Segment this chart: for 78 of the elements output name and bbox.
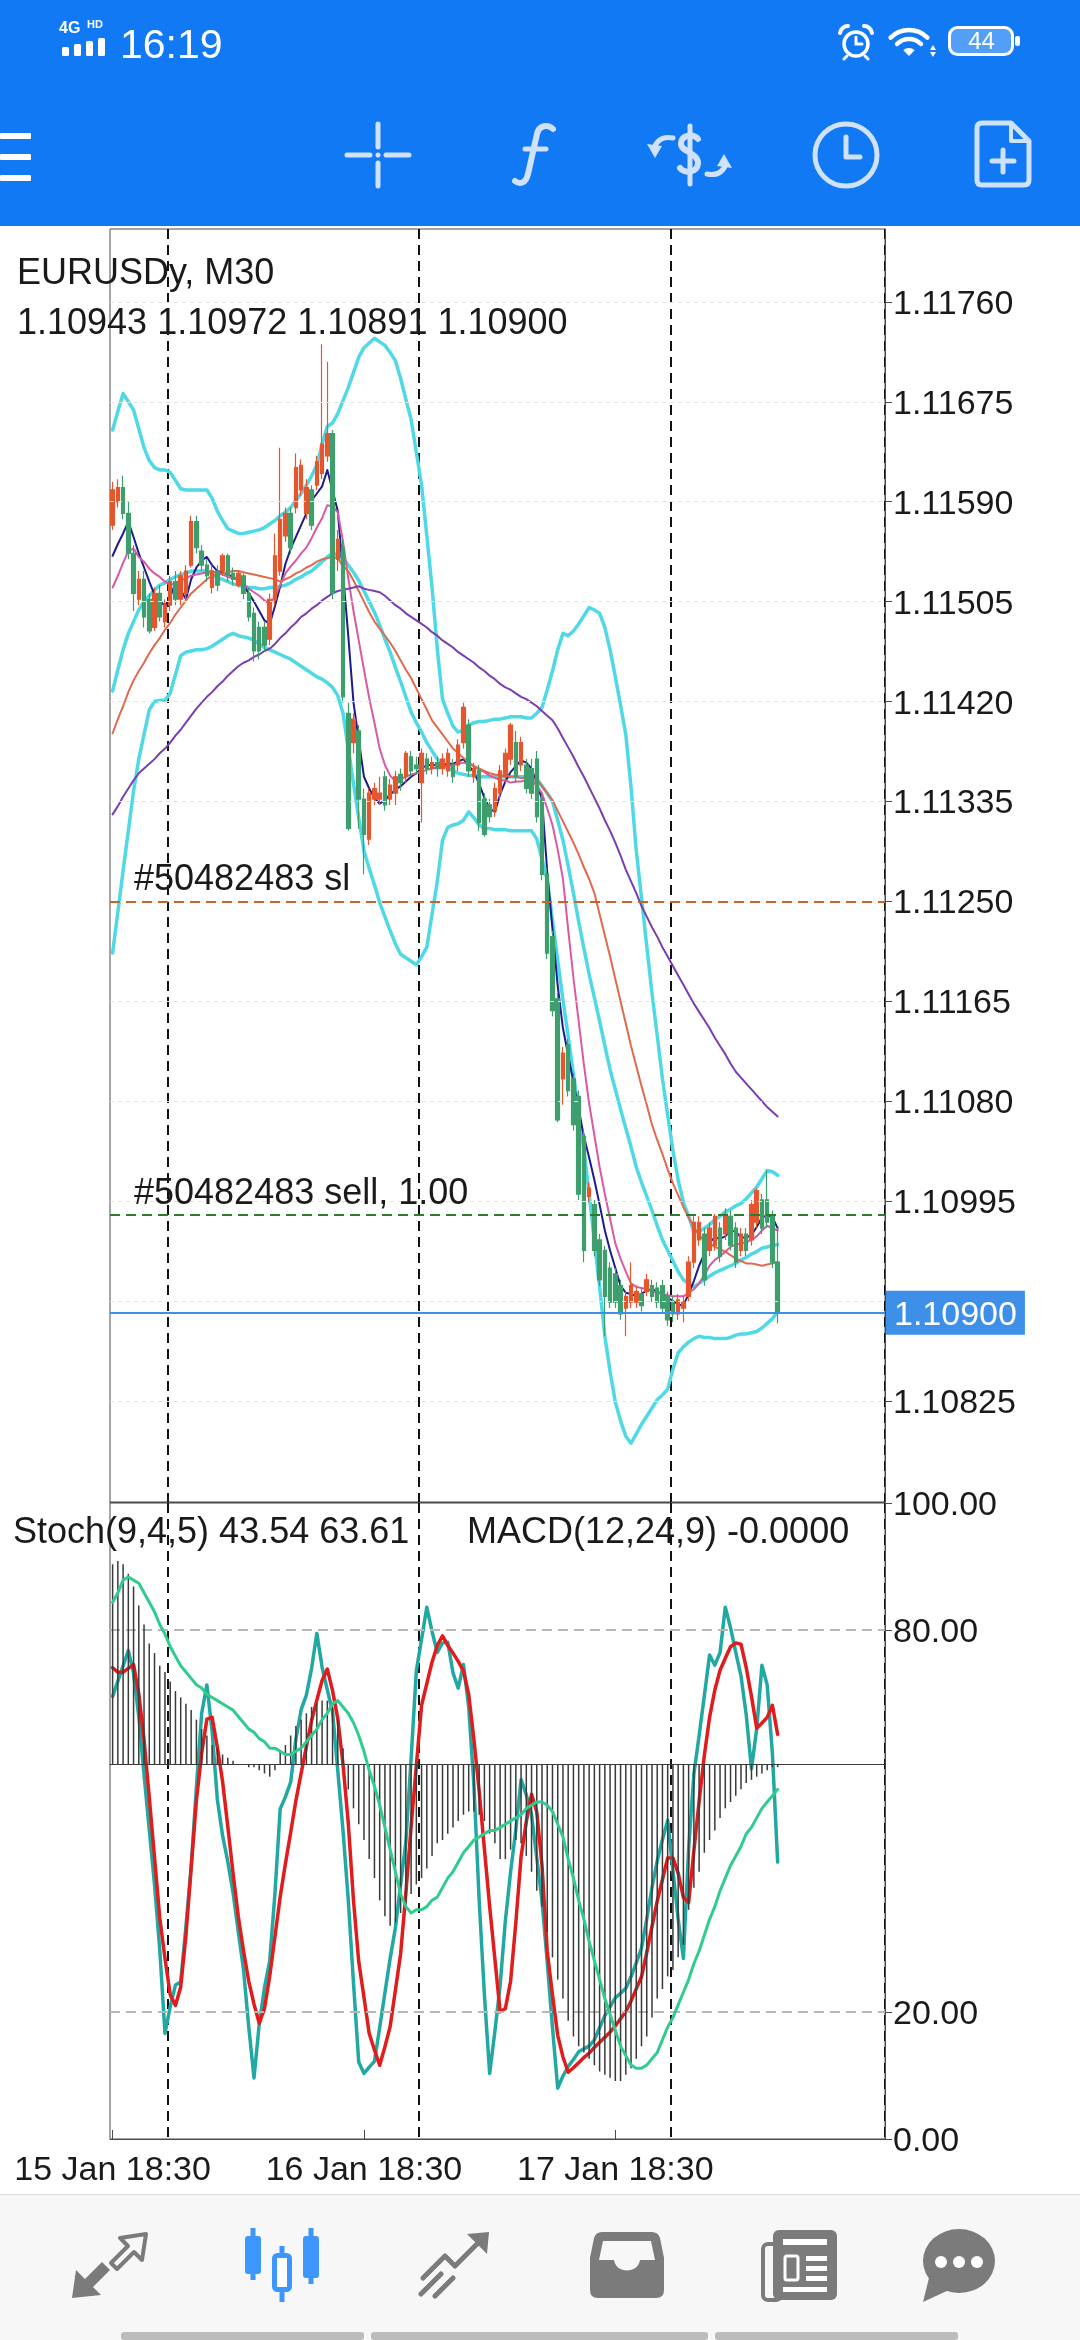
candlestick xyxy=(513,730,519,784)
candlestick xyxy=(701,1227,708,1287)
candlestick xyxy=(188,515,194,569)
y-tick-label: 1.11675 xyxy=(893,382,1014,421)
chart-title: Stoch(9,4,5) 43.54 63.61 xyxy=(13,1509,410,1551)
candlestick xyxy=(722,1207,729,1241)
y-tick-label: 20.00 xyxy=(893,1992,979,2031)
candlestick xyxy=(643,1273,650,1297)
candlestick xyxy=(376,776,383,806)
candlestick xyxy=(329,429,336,600)
candlestick xyxy=(225,552,231,583)
y-tick-label: 1.11335 xyxy=(893,782,1014,821)
y-tick-label: 1.11590 xyxy=(893,482,1014,521)
candlestick xyxy=(209,564,215,594)
ref-line-label: 1.10900 xyxy=(894,1293,1017,1332)
text: 4G xyxy=(59,19,81,36)
candlestick xyxy=(156,584,163,623)
candlestick xyxy=(335,529,341,572)
y-tick-label: 1.11080 xyxy=(893,1082,1014,1121)
candlestick xyxy=(717,1221,723,1263)
candlestick xyxy=(439,752,446,775)
candlestick xyxy=(680,1295,687,1323)
text: 1.10943 1.10972 1.10891 1.10900 xyxy=(17,300,568,342)
y-tick-label: 100.00 xyxy=(893,1484,997,1522)
candlestick xyxy=(109,481,116,531)
candlestick xyxy=(340,538,346,704)
candlestick xyxy=(403,750,409,784)
candlestick xyxy=(136,570,142,606)
candlestick xyxy=(743,1227,749,1257)
x-tick-label: 17 Jan 18:30 xyxy=(517,2149,714,2187)
candlestick xyxy=(434,756,441,778)
y-tick-label: 1.11420 xyxy=(893,682,1014,721)
candlestick xyxy=(214,564,221,592)
candlestick xyxy=(418,747,425,824)
candlestick xyxy=(382,770,388,812)
candlestick xyxy=(151,586,158,632)
candlestick xyxy=(235,570,242,589)
candlestick xyxy=(172,570,179,606)
text: HD xyxy=(87,18,103,30)
text: 16:19 xyxy=(120,21,223,67)
candlestick xyxy=(193,515,200,555)
candlestick xyxy=(465,718,472,778)
candlestick xyxy=(738,1227,744,1257)
candlestick xyxy=(345,702,352,832)
candlestick xyxy=(586,1181,592,1203)
ref-line-label: #50482483 sl xyxy=(134,856,351,898)
y-tick-label: 1.11760 xyxy=(893,282,1014,321)
y-tick-label: 0.00 xyxy=(893,2120,960,2158)
ref-line-label: #50482483 sell, 1.00 xyxy=(134,1170,469,1212)
y-tick-label: 1.11505 xyxy=(893,582,1014,621)
y-tick-label: 1.10825 xyxy=(893,1381,1016,1420)
candlestick xyxy=(460,702,467,750)
text: EURUSDy, M30 xyxy=(17,250,275,292)
candlestick xyxy=(397,767,404,792)
x-tick-label: 15 Jan 18:30 xyxy=(14,2149,211,2187)
line-series xyxy=(111,585,779,1118)
candlestick xyxy=(455,738,461,772)
candlestick xyxy=(518,736,524,772)
y-tick-label: 1.11165 xyxy=(893,982,1011,1021)
candlestick xyxy=(293,452,299,515)
y-tick-label: 80.00 xyxy=(893,1611,979,1650)
candlestick xyxy=(450,758,456,784)
y-tick-label: 1.10995 xyxy=(893,1182,1016,1221)
candlestick xyxy=(392,770,399,806)
chart-title: MACD(12,24,9) -0.0000 xyxy=(467,1509,850,1551)
text: 44 xyxy=(950,27,1013,54)
candlestick xyxy=(219,552,226,577)
candlestick xyxy=(429,756,435,775)
candlestick xyxy=(638,1287,645,1313)
x-tick-label: 16 Jan 18:30 xyxy=(265,2149,463,2187)
candlestick xyxy=(308,484,315,531)
candlestick xyxy=(287,506,294,555)
candlestick xyxy=(424,752,430,775)
candlestick xyxy=(471,762,477,784)
candlestick xyxy=(560,1046,566,1106)
y-tick-label: 1.11250 xyxy=(893,882,1014,921)
line-series xyxy=(110,336,780,1234)
candlestick xyxy=(350,712,357,754)
